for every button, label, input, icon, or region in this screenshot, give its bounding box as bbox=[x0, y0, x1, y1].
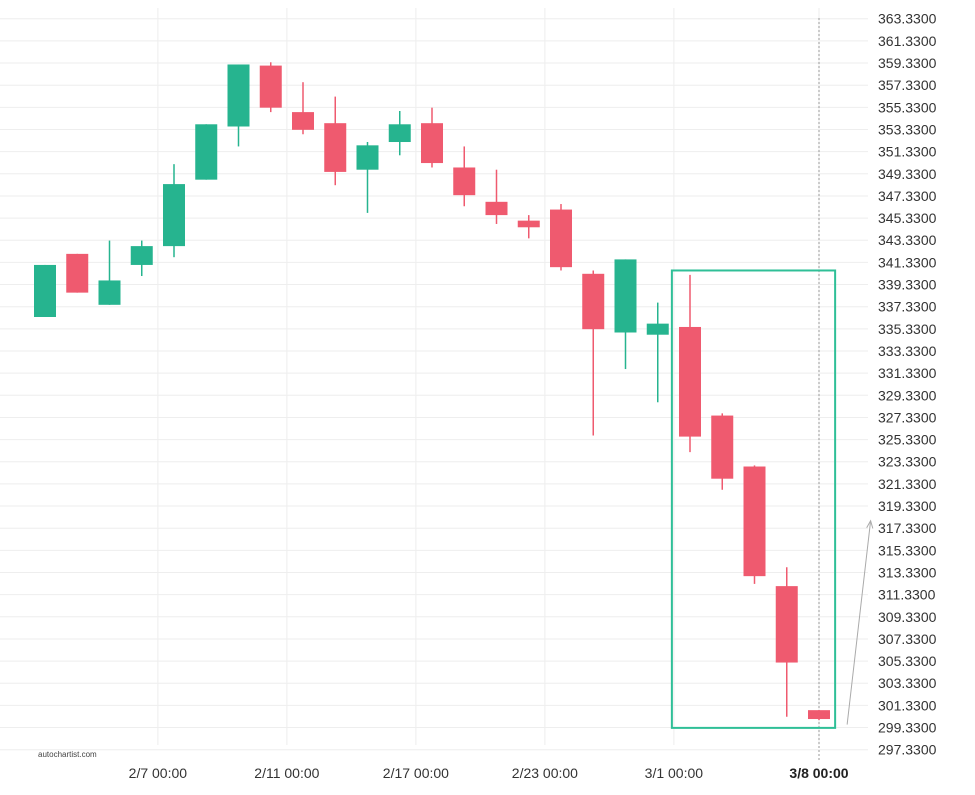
y-tick-label: 351.3300 bbox=[878, 144, 937, 160]
x-tick-label: 2/7 00:00 bbox=[129, 765, 188, 781]
x-tick-label: 3/1 00:00 bbox=[645, 765, 704, 781]
y-tick-label: 309.3300 bbox=[878, 609, 937, 625]
candle-body bbox=[582, 273, 605, 330]
candle-bullish bbox=[195, 124, 218, 180]
candle-bearish bbox=[550, 204, 572, 271]
y-tick-label: 335.3300 bbox=[878, 321, 937, 337]
candle-body bbox=[66, 253, 89, 293]
candle-body bbox=[646, 323, 669, 335]
y-tick-label: 323.3300 bbox=[878, 454, 937, 470]
candle-body bbox=[550, 209, 572, 268]
candle-body bbox=[130, 246, 153, 265]
y-tick-label: 327.3300 bbox=[878, 409, 937, 425]
candle-body bbox=[356, 145, 379, 170]
y-tick-label: 331.3300 bbox=[878, 365, 937, 381]
candle-body bbox=[388, 124, 411, 143]
y-tick-label: 313.3300 bbox=[878, 564, 937, 580]
y-tick-label: 359.3300 bbox=[878, 55, 937, 71]
candle-bearish bbox=[421, 107, 443, 168]
x-tick-label: 3/8 00:00 bbox=[789, 765, 848, 781]
candle-bearish bbox=[711, 413, 734, 490]
candle-bullish bbox=[646, 302, 669, 403]
candle-bearish bbox=[517, 215, 540, 239]
y-tick-label: 303.3300 bbox=[878, 675, 937, 691]
candle-bearish bbox=[453, 146, 476, 207]
candle-bearish bbox=[743, 465, 766, 584]
candle-body bbox=[808, 710, 830, 720]
y-tick-label: 337.3300 bbox=[878, 299, 937, 315]
candle-body bbox=[517, 220, 540, 228]
candle-bullish bbox=[227, 64, 250, 147]
candle-bearish bbox=[292, 82, 314, 135]
candle-bearish bbox=[485, 169, 508, 224]
watermark-text: autochartist.com bbox=[38, 750, 97, 759]
candle-body bbox=[775, 586, 798, 663]
candle-bearish bbox=[679, 274, 701, 453]
candle-bullish bbox=[130, 240, 153, 277]
candle-body bbox=[679, 326, 701, 437]
y-tick-label: 305.3300 bbox=[878, 653, 937, 669]
y-tick-label: 311.3300 bbox=[878, 587, 936, 603]
y-tick-label: 363.3300 bbox=[878, 11, 937, 27]
y-tick-label: 341.3300 bbox=[878, 254, 937, 270]
candle-bearish bbox=[324, 96, 347, 186]
candle-body bbox=[453, 167, 476, 196]
y-tick-label: 349.3300 bbox=[878, 166, 937, 182]
candle-body bbox=[195, 124, 218, 180]
candle-body bbox=[227, 64, 250, 127]
candle-body bbox=[34, 264, 56, 317]
x-tick-label: 2/17 00:00 bbox=[383, 765, 449, 781]
y-tick-label: 357.3300 bbox=[878, 77, 937, 93]
candle-body bbox=[614, 259, 637, 333]
candle-bearish bbox=[259, 62, 282, 113]
y-tick-label: 299.3300 bbox=[878, 720, 937, 736]
y-tick-label: 345.3300 bbox=[878, 210, 937, 226]
y-tick-label: 353.3300 bbox=[878, 121, 937, 137]
y-tick-label: 339.3300 bbox=[878, 277, 937, 293]
candle-body bbox=[485, 201, 508, 216]
candle-body bbox=[98, 280, 121, 305]
x-tick-label: 2/23 00:00 bbox=[512, 765, 578, 781]
y-tick-label: 329.3300 bbox=[878, 387, 937, 403]
candle-bearish bbox=[66, 253, 89, 293]
y-tick-label: 315.3300 bbox=[878, 542, 937, 558]
y-tick-label: 319.3300 bbox=[878, 498, 937, 514]
candle-body bbox=[743, 466, 766, 577]
y-tick-label: 361.3300 bbox=[878, 33, 937, 49]
candle-body bbox=[292, 112, 314, 130]
candles bbox=[34, 62, 830, 721]
candle-bullish bbox=[388, 110, 411, 156]
x-axis: 2/7 00:00 2/11 00:00 2/17 00:00 2/23 00:00 3… bbox=[129, 765, 849, 781]
y-tick-label: 325.3300 bbox=[878, 432, 937, 448]
candle-body bbox=[421, 123, 443, 164]
y-tick-label: 347.3300 bbox=[878, 188, 937, 204]
candle-body bbox=[163, 184, 185, 247]
x-tick-label: 2/11 00:00 bbox=[254, 765, 319, 781]
pattern-highlight-box bbox=[670, 269, 837, 729]
candle-body bbox=[259, 65, 282, 108]
projection-arrowhead bbox=[866, 519, 874, 529]
candle-bearish bbox=[808, 710, 830, 721]
candle-bullish bbox=[98, 240, 121, 305]
candle-bullish bbox=[163, 164, 185, 258]
y-tick-label: 355.3300 bbox=[878, 99, 937, 115]
candle-body bbox=[324, 123, 347, 172]
y-tick-label: 333.3300 bbox=[878, 343, 937, 359]
y-tick-label: 343.3300 bbox=[878, 232, 937, 248]
grid-lines bbox=[0, 8, 868, 751]
y-tick-label: 297.3300 bbox=[878, 742, 937, 758]
candle-bearish bbox=[582, 270, 605, 436]
candle-bearish bbox=[775, 567, 798, 717]
y-tick-label: 301.3300 bbox=[878, 697, 937, 713]
y-tick-label: 307.3300 bbox=[878, 631, 937, 647]
candle-body bbox=[711, 415, 734, 479]
candle-bullish bbox=[356, 142, 379, 213]
y-tick-label: 317.3300 bbox=[878, 520, 937, 536]
candle-bullish bbox=[34, 264, 56, 317]
candle-bullish bbox=[614, 259, 637, 370]
projection-arrow bbox=[846, 520, 872, 725]
y-tick-label: 321.3300 bbox=[878, 476, 937, 492]
y-axis: 363.3300 361.3300 359.3300 357.3300 355.3300… bbox=[878, 11, 937, 758]
